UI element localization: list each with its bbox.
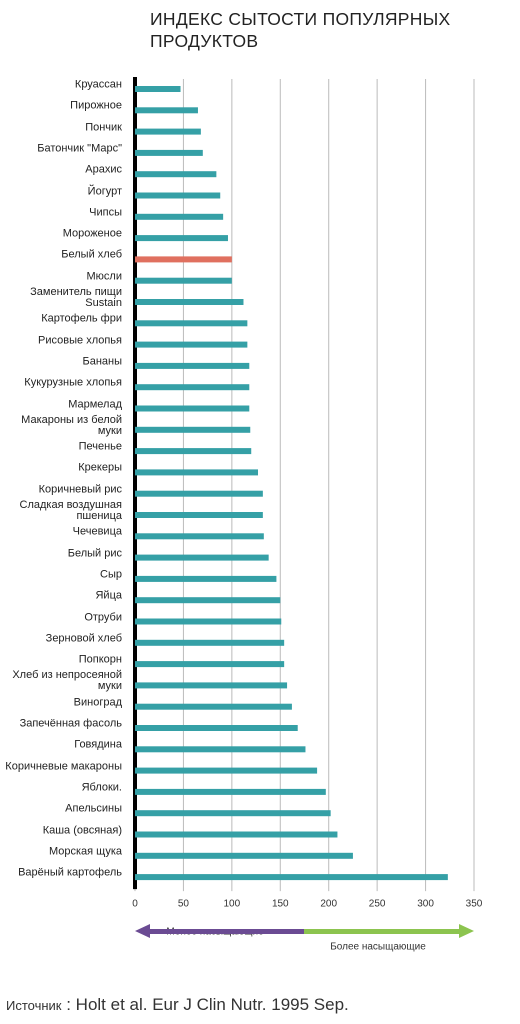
bar [135, 788, 326, 795]
bar [135, 682, 288, 689]
bar [135, 725, 298, 731]
bar [135, 554, 269, 561]
y-tick-label: Мюсли [86, 270, 122, 283]
scale-right-label: Более насыщающие [330, 942, 426, 953]
bar [135, 597, 281, 604]
bar [135, 703, 292, 710]
bar [135, 639, 285, 646]
y-tick-label: Круассан [74, 78, 122, 91]
y-tick-label: Макароны из белой муки [21, 413, 122, 437]
bar [135, 405, 250, 412]
bar [135, 426, 251, 433]
bar [135, 746, 306, 753]
bar [135, 575, 277, 582]
y-tick-label: Белый рис [67, 547, 122, 560]
bar [135, 171, 217, 178]
bar [135, 192, 221, 199]
y-tick-label: Коричневый рис [38, 483, 122, 496]
chart-title: ИНДЕКС СЫТОСТИ ПОПУЛЯРНЫХ ПРОДУКТОВ [150, 9, 451, 51]
y-tick-label: Хлеб из непросеяной муки [12, 669, 122, 693]
bar [135, 86, 181, 92]
y-tick-label: Морская щука [48, 845, 122, 858]
y-tick-label: Попкорн [78, 653, 122, 666]
y-tick-label: Зерновой хлеб [45, 632, 122, 645]
source: Источник : Holt et al. Eur J Clin Nutr. … [6, 995, 349, 1014]
x-tick-label: 0 [132, 899, 138, 910]
y-tick-label: Яйца [95, 589, 122, 602]
y-tick-label: Чипсы [89, 206, 122, 219]
bar [135, 320, 248, 327]
source-text: Holt et al. Eur J Clin Nutr. 1995 Sep. [75, 995, 349, 1014]
bar [135, 512, 263, 518]
y-tick-label: Заменитель пищи Sustain [30, 286, 122, 309]
bar [135, 277, 232, 284]
bar [135, 128, 201, 135]
bar [135, 469, 259, 476]
y-tick-label: Пончик [85, 121, 122, 134]
source-label: Источник [6, 998, 62, 1013]
x-tick-label: 50 [178, 899, 190, 910]
y-tick-label: Сладкая воздушная пшеница [19, 499, 123, 522]
y-tick-label: Мороженое [62, 227, 122, 240]
bar [135, 149, 203, 156]
y-tick-label: Чечевица [72, 525, 122, 538]
y-tick-label: Печенье [78, 440, 122, 453]
bar [135, 362, 250, 369]
y-tick-label: Яблоки. [81, 781, 122, 794]
bar [135, 299, 244, 305]
y-tick-label: Запечённая фасоль [19, 717, 122, 730]
y-tick-label: Варёный картофель [18, 866, 122, 879]
x-tick-label: 200 [320, 899, 337, 910]
y-tick-label: Коричневые макароны [5, 760, 122, 773]
y-tick-label: Пирожное [70, 99, 122, 112]
bar [135, 874, 448, 881]
y-tick-label: Картофель фри [41, 312, 122, 325]
y-tick-label: Арахис [85, 163, 122, 176]
y-tick-label: Говядина [74, 738, 122, 751]
arrow-right [304, 924, 474, 938]
y-tick-label: Бананы [82, 355, 122, 368]
bar [135, 852, 353, 859]
y-tick-label: Отруби [84, 611, 122, 623]
bar [135, 661, 285, 668]
bar [135, 490, 263, 497]
bar [135, 235, 228, 242]
x-tick-label: 250 [369, 899, 386, 910]
bar [135, 810, 331, 817]
bar [135, 341, 248, 348]
y-tick-label: Виноград [73, 696, 122, 709]
arrow-left [135, 924, 304, 938]
x-tick-label: 350 [466, 899, 483, 910]
bar [135, 213, 224, 220]
bar [135, 256, 232, 263]
x-tick-label: 150 [272, 899, 289, 910]
bar [135, 107, 198, 114]
bar [135, 448, 252, 455]
y-tick-label: Белый хлеб [61, 248, 122, 261]
bar [135, 533, 264, 540]
y-tick-label: Мармелад [68, 398, 122, 410]
bar [135, 831, 338, 838]
y-tick-label: Батончик "Марс" [37, 142, 122, 155]
y-tick-label: Каша (овсяная) [42, 824, 122, 836]
y-tick-label: Сыр [100, 568, 122, 581]
y-tick-label: Рисовые хлопья [38, 334, 122, 347]
y-tick-label: Йогурт [87, 185, 122, 197]
bar [135, 767, 318, 774]
y-tick-label: Крекеры [78, 461, 122, 474]
y-tick-label: Кукурузные хлопья [24, 376, 122, 389]
x-tick-label: 100 [224, 899, 241, 910]
y-tick-label: Апельсины [65, 802, 122, 815]
bar [135, 618, 282, 625]
x-tick-label: 300 [417, 899, 434, 910]
bar [135, 384, 250, 391]
